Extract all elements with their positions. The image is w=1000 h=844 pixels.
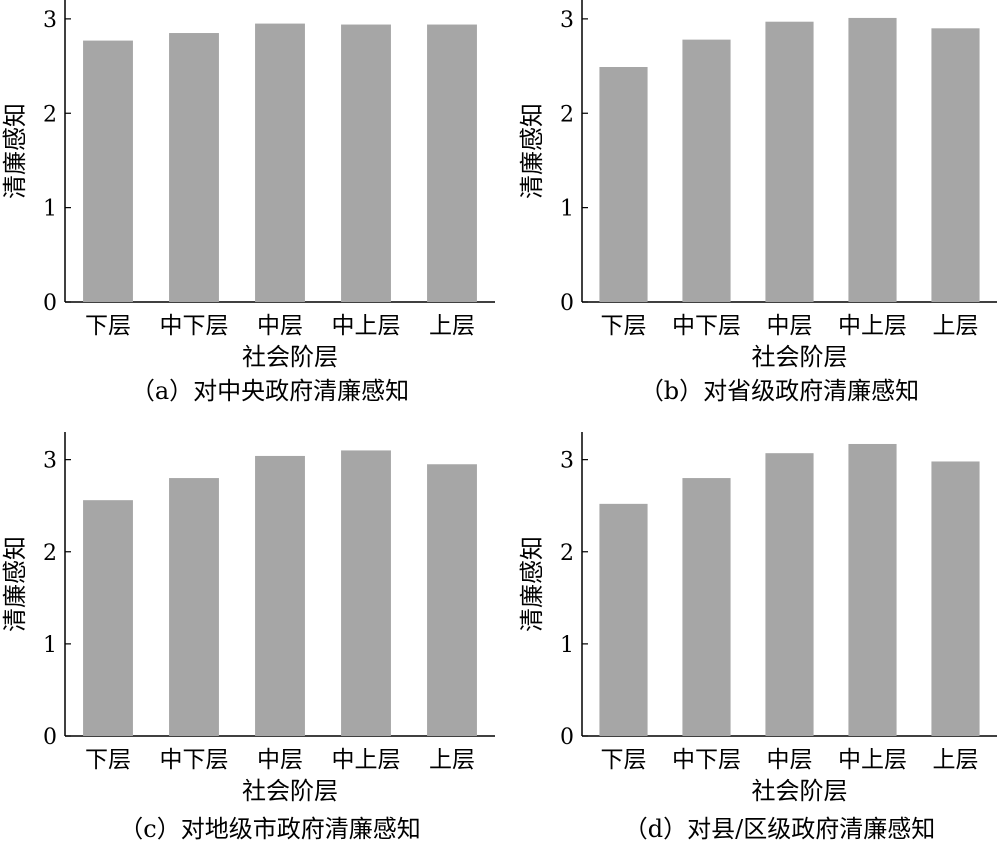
y-tick-label: 1 <box>560 197 574 222</box>
y-tick-label: 3 <box>560 449 574 474</box>
bar-4 <box>341 24 391 302</box>
x-tick-label: 上层 <box>429 313 475 339</box>
x-axis-title: 社会阶层 <box>242 777 338 805</box>
bar-2 <box>682 478 731 736</box>
bar-3 <box>765 21 814 303</box>
y-tick-label: 0 <box>43 291 57 316</box>
y-tick-label: 0 <box>560 725 574 750</box>
y-tick-label: 3 <box>43 8 57 33</box>
y-tick-label: 1 <box>43 197 57 222</box>
bar-1 <box>599 67 648 302</box>
x-tick-label: 下层 <box>601 313 647 339</box>
y-tick-label: 2 <box>43 102 57 127</box>
y-tick-label: 1 <box>560 633 574 658</box>
x-tick-label: 中上层 <box>838 747 907 773</box>
bar-3 <box>255 23 305 302</box>
x-tick-label: 中层 <box>257 313 303 339</box>
bar-1 <box>83 40 133 303</box>
x-axis-title: 社会阶层 <box>242 343 338 371</box>
bar-1 <box>599 503 648 736</box>
x-tick-label: 上层 <box>429 747 475 773</box>
bar-3 <box>255 455 305 736</box>
y-tick-label: 3 <box>43 449 57 474</box>
panel-caption: （b）对省级政府清廉感知 <box>640 377 919 405</box>
y-tick-label: 2 <box>560 102 574 127</box>
bar-2 <box>682 39 731 302</box>
x-tick-label: 中下层 <box>672 313 741 339</box>
y-axis-title: 清廉感知 <box>518 103 546 199</box>
y-tick-label: 0 <box>560 291 574 316</box>
bar-5 <box>427 464 477 736</box>
x-tick-label: 下层 <box>85 747 131 773</box>
bar-5 <box>931 461 980 736</box>
bar-1 <box>83 500 133 736</box>
x-tick-label: 下层 <box>85 313 131 339</box>
x-tick-label: 中下层 <box>672 747 741 773</box>
x-axis-title: 社会阶层 <box>752 343 848 371</box>
panel-caption: （a）对中央政府清廉感知 <box>131 377 409 405</box>
bar-5 <box>931 28 980 302</box>
bar-4 <box>848 443 897 736</box>
bar-3 <box>765 453 814 736</box>
bar-2 <box>169 33 219 302</box>
y-tick-label: 3 <box>560 8 574 33</box>
y-axis-title: 清廉感知 <box>1 103 29 199</box>
panel-caption: （c）对地级市政府清廉感知 <box>119 815 420 843</box>
y-axis-title: 清廉感知 <box>1 536 29 632</box>
y-tick-label: 0 <box>43 725 57 750</box>
x-tick-label: 上层 <box>933 747 979 773</box>
x-tick-label: 中上层 <box>838 313 907 339</box>
x-tick-label: 中层 <box>767 313 813 339</box>
x-tick-label: 中层 <box>767 747 813 773</box>
x-tick-label: 中上层 <box>332 313 401 339</box>
x-axis-title: 社会阶层 <box>752 777 848 805</box>
panel-caption: （d）对县/区级政府清廉感知 <box>624 815 935 843</box>
x-tick-label: 中下层 <box>160 747 229 773</box>
y-tick-label: 2 <box>560 541 574 566</box>
bar-4 <box>341 450 391 736</box>
x-tick-label: 中层 <box>257 747 303 773</box>
bar-5 <box>427 24 477 302</box>
y-axis-title: 清廉感知 <box>518 536 546 632</box>
y-tick-label: 2 <box>43 541 57 566</box>
bar-2 <box>169 478 219 736</box>
y-tick-label: 1 <box>43 633 57 658</box>
bar-4 <box>848 17 897 303</box>
x-tick-label: 下层 <box>601 747 647 773</box>
x-tick-label: 中上层 <box>332 747 401 773</box>
x-tick-label: 上层 <box>933 313 979 339</box>
x-tick-label: 中下层 <box>160 313 229 339</box>
